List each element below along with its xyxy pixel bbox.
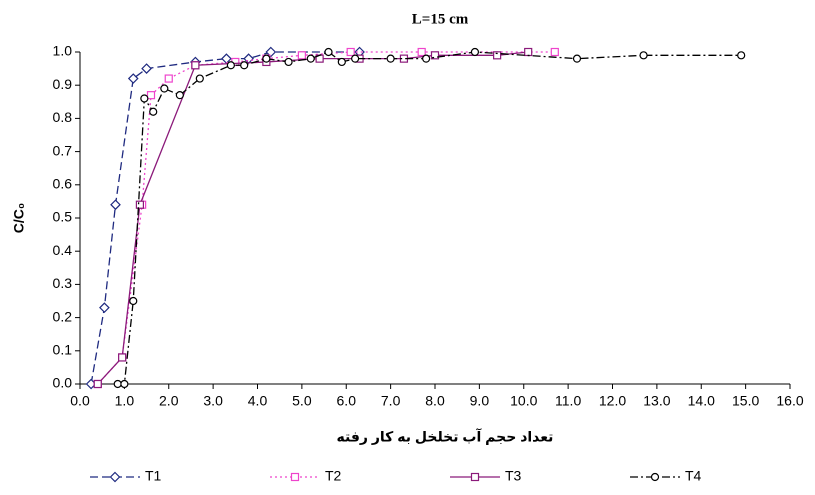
data-point xyxy=(386,54,395,63)
x-tick-label: 7.0 xyxy=(381,393,401,409)
data-point xyxy=(262,54,271,63)
data-point xyxy=(422,54,431,63)
x-tick-label: 0.0 xyxy=(70,393,90,409)
data-point xyxy=(639,51,648,60)
y-tick-label: 0.1 xyxy=(53,342,73,358)
data-point xyxy=(160,84,169,93)
x-tick-label: 15.0 xyxy=(732,393,759,409)
x-axis-label: تعداد حجم آب تخلخل به کار رفته xyxy=(337,428,554,445)
x-tick-label: 10.0 xyxy=(510,393,537,409)
data-point xyxy=(550,47,559,57)
y-tick-label: 0.0 xyxy=(53,375,73,391)
data-point xyxy=(737,51,746,60)
x-tick-label: 9.0 xyxy=(470,393,490,409)
data-point xyxy=(120,379,129,389)
x-tick-label: 6.0 xyxy=(337,393,357,409)
y-tick-label: 0.2 xyxy=(53,308,73,324)
chart-title: L=15 cm xyxy=(412,11,469,27)
data-point xyxy=(493,51,502,60)
data-point xyxy=(470,47,480,57)
data-point xyxy=(195,74,204,83)
data-point xyxy=(113,379,122,389)
x-tick-label: 16.0 xyxy=(776,393,803,409)
x-tick-label: 11.0 xyxy=(555,393,581,409)
data-point xyxy=(351,54,360,63)
y-axis-label: C/C₀ xyxy=(11,203,27,233)
legend-marker xyxy=(109,471,121,483)
data-point xyxy=(324,47,333,57)
y-tick-label: 0.6 xyxy=(53,176,73,192)
data-point xyxy=(430,51,440,60)
data-point xyxy=(346,47,355,57)
y-tick-label: 0.9 xyxy=(53,76,73,92)
y-tick-label: 0.8 xyxy=(53,109,73,125)
data-point xyxy=(572,54,582,63)
x-tick-label: 1.0 xyxy=(115,393,135,409)
data-point xyxy=(127,73,139,84)
data-point xyxy=(141,63,152,74)
y-tick-label: 0.7 xyxy=(53,142,73,158)
data-point xyxy=(149,107,158,116)
series-line xyxy=(90,51,360,385)
legend-marker xyxy=(650,472,660,482)
data-point xyxy=(146,91,156,100)
legend-label: T4 xyxy=(685,468,702,484)
legend-marker xyxy=(290,472,300,482)
x-tick-label: 3.0 xyxy=(203,393,223,409)
data-point xyxy=(191,61,200,70)
data-point xyxy=(175,91,184,100)
data-point xyxy=(135,200,145,209)
legend-label: T2 xyxy=(325,468,342,484)
legend-label: T1 xyxy=(145,468,162,484)
y-tick-label: 1.0 xyxy=(53,43,73,59)
data-point xyxy=(110,199,121,211)
legend-label: T3 xyxy=(505,468,522,484)
series-line xyxy=(97,51,555,385)
legend-marker xyxy=(470,472,480,482)
data-point xyxy=(118,353,127,362)
data-point xyxy=(93,379,102,389)
data-point xyxy=(297,51,306,60)
data-point xyxy=(337,57,346,67)
data-point xyxy=(129,296,138,306)
data-point xyxy=(524,47,533,57)
y-tick-label: 0.5 xyxy=(53,209,73,225)
x-tick-label: 14.0 xyxy=(688,393,715,409)
series-line xyxy=(97,51,529,385)
series-line xyxy=(117,51,742,385)
x-tick-label: 4.0 xyxy=(248,393,268,409)
x-tick-label: 13.0 xyxy=(643,393,670,409)
data-point xyxy=(265,46,277,58)
x-tick-label: 5.0 xyxy=(292,393,312,409)
y-tick-label: 0.3 xyxy=(53,275,73,291)
data-point xyxy=(284,57,293,67)
data-point xyxy=(306,54,315,63)
data-point xyxy=(226,61,235,70)
y-tick-label: 0.4 xyxy=(53,242,73,258)
x-tick-label: 8.0 xyxy=(425,393,445,409)
data-point xyxy=(164,74,173,83)
data-point xyxy=(240,61,249,70)
data-point xyxy=(140,94,149,103)
data-point xyxy=(417,47,426,57)
x-tick-label: 12.0 xyxy=(599,393,626,409)
data-point xyxy=(99,302,110,313)
x-tick-label: 2.0 xyxy=(159,393,179,409)
